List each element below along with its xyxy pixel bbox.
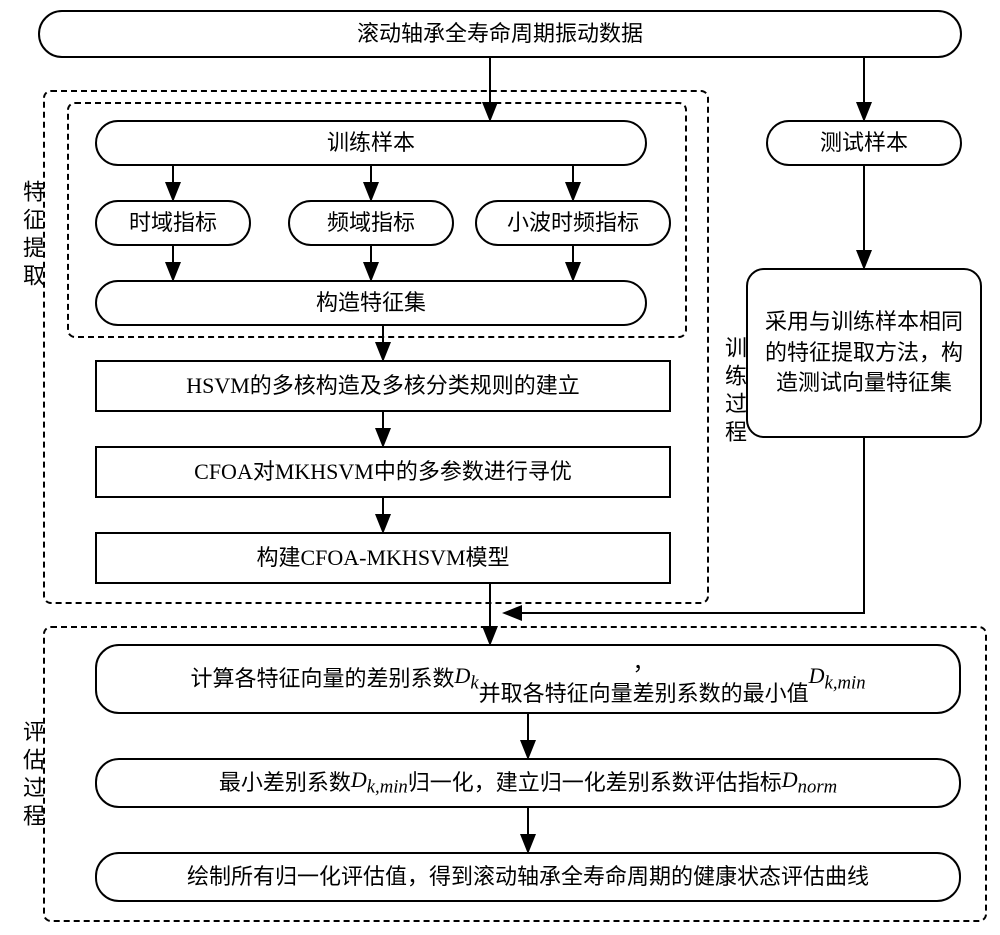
vlabel-eval-process: 评估过程 [16,720,48,832]
node-time-domain: 时域指标 [95,200,251,246]
node-construct-feature: 构造特征集 [95,280,647,326]
node-build-model: 构建CFOA-MKHSVM模型 [95,532,671,584]
node-train-sample: 训练样本 [95,120,647,166]
node-top: 滚动轴承全寿命周期振动数据 [38,10,962,58]
dashed-train-process [43,90,709,604]
node-plot: 绘制所有归一化评估值，得到滚动轴承全寿命周期的健康状态评估曲线 [95,852,961,902]
node-freq-domain: 频域指标 [288,200,454,246]
node-wavelet: 小波时频指标 [475,200,671,246]
node-test-feature: 采用与训练样本相同的特征提取方法，构造测试向量特征集 [746,268,982,438]
node-calc-dk: 计算各特征向量的差别系数Dk，并取各特征向量差别系数的最小值Dk,min [95,644,961,714]
node-hsvm: HSVM的多核构造及多核分类规则的建立 [95,360,671,412]
node-normalize: 最小差别系数Dk,min 归一化，建立归一化差别系数评估指标Dnorm [95,758,961,808]
vlabel-feature-extract: 特征提取 [16,180,48,292]
node-cfoa: CFOA对MKHSVM中的多参数进行寻优 [95,446,671,498]
node-test-sample: 测试样本 [766,120,962,166]
